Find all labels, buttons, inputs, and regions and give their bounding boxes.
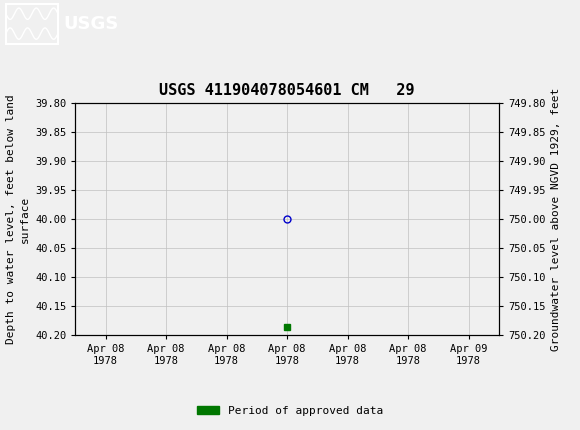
Text: USGS: USGS bbox=[64, 15, 119, 33]
Legend: Period of approved data: Period of approved data bbox=[193, 401, 387, 420]
Y-axis label: Depth to water level, feet below land
surface: Depth to water level, feet below land su… bbox=[6, 95, 30, 344]
Title: USGS 411904078054601 CM   29: USGS 411904078054601 CM 29 bbox=[160, 83, 415, 98]
Y-axis label: Groundwater level above NGVD 1929, feet: Groundwater level above NGVD 1929, feet bbox=[551, 88, 561, 351]
Bar bbox=[6, 4, 58, 43]
